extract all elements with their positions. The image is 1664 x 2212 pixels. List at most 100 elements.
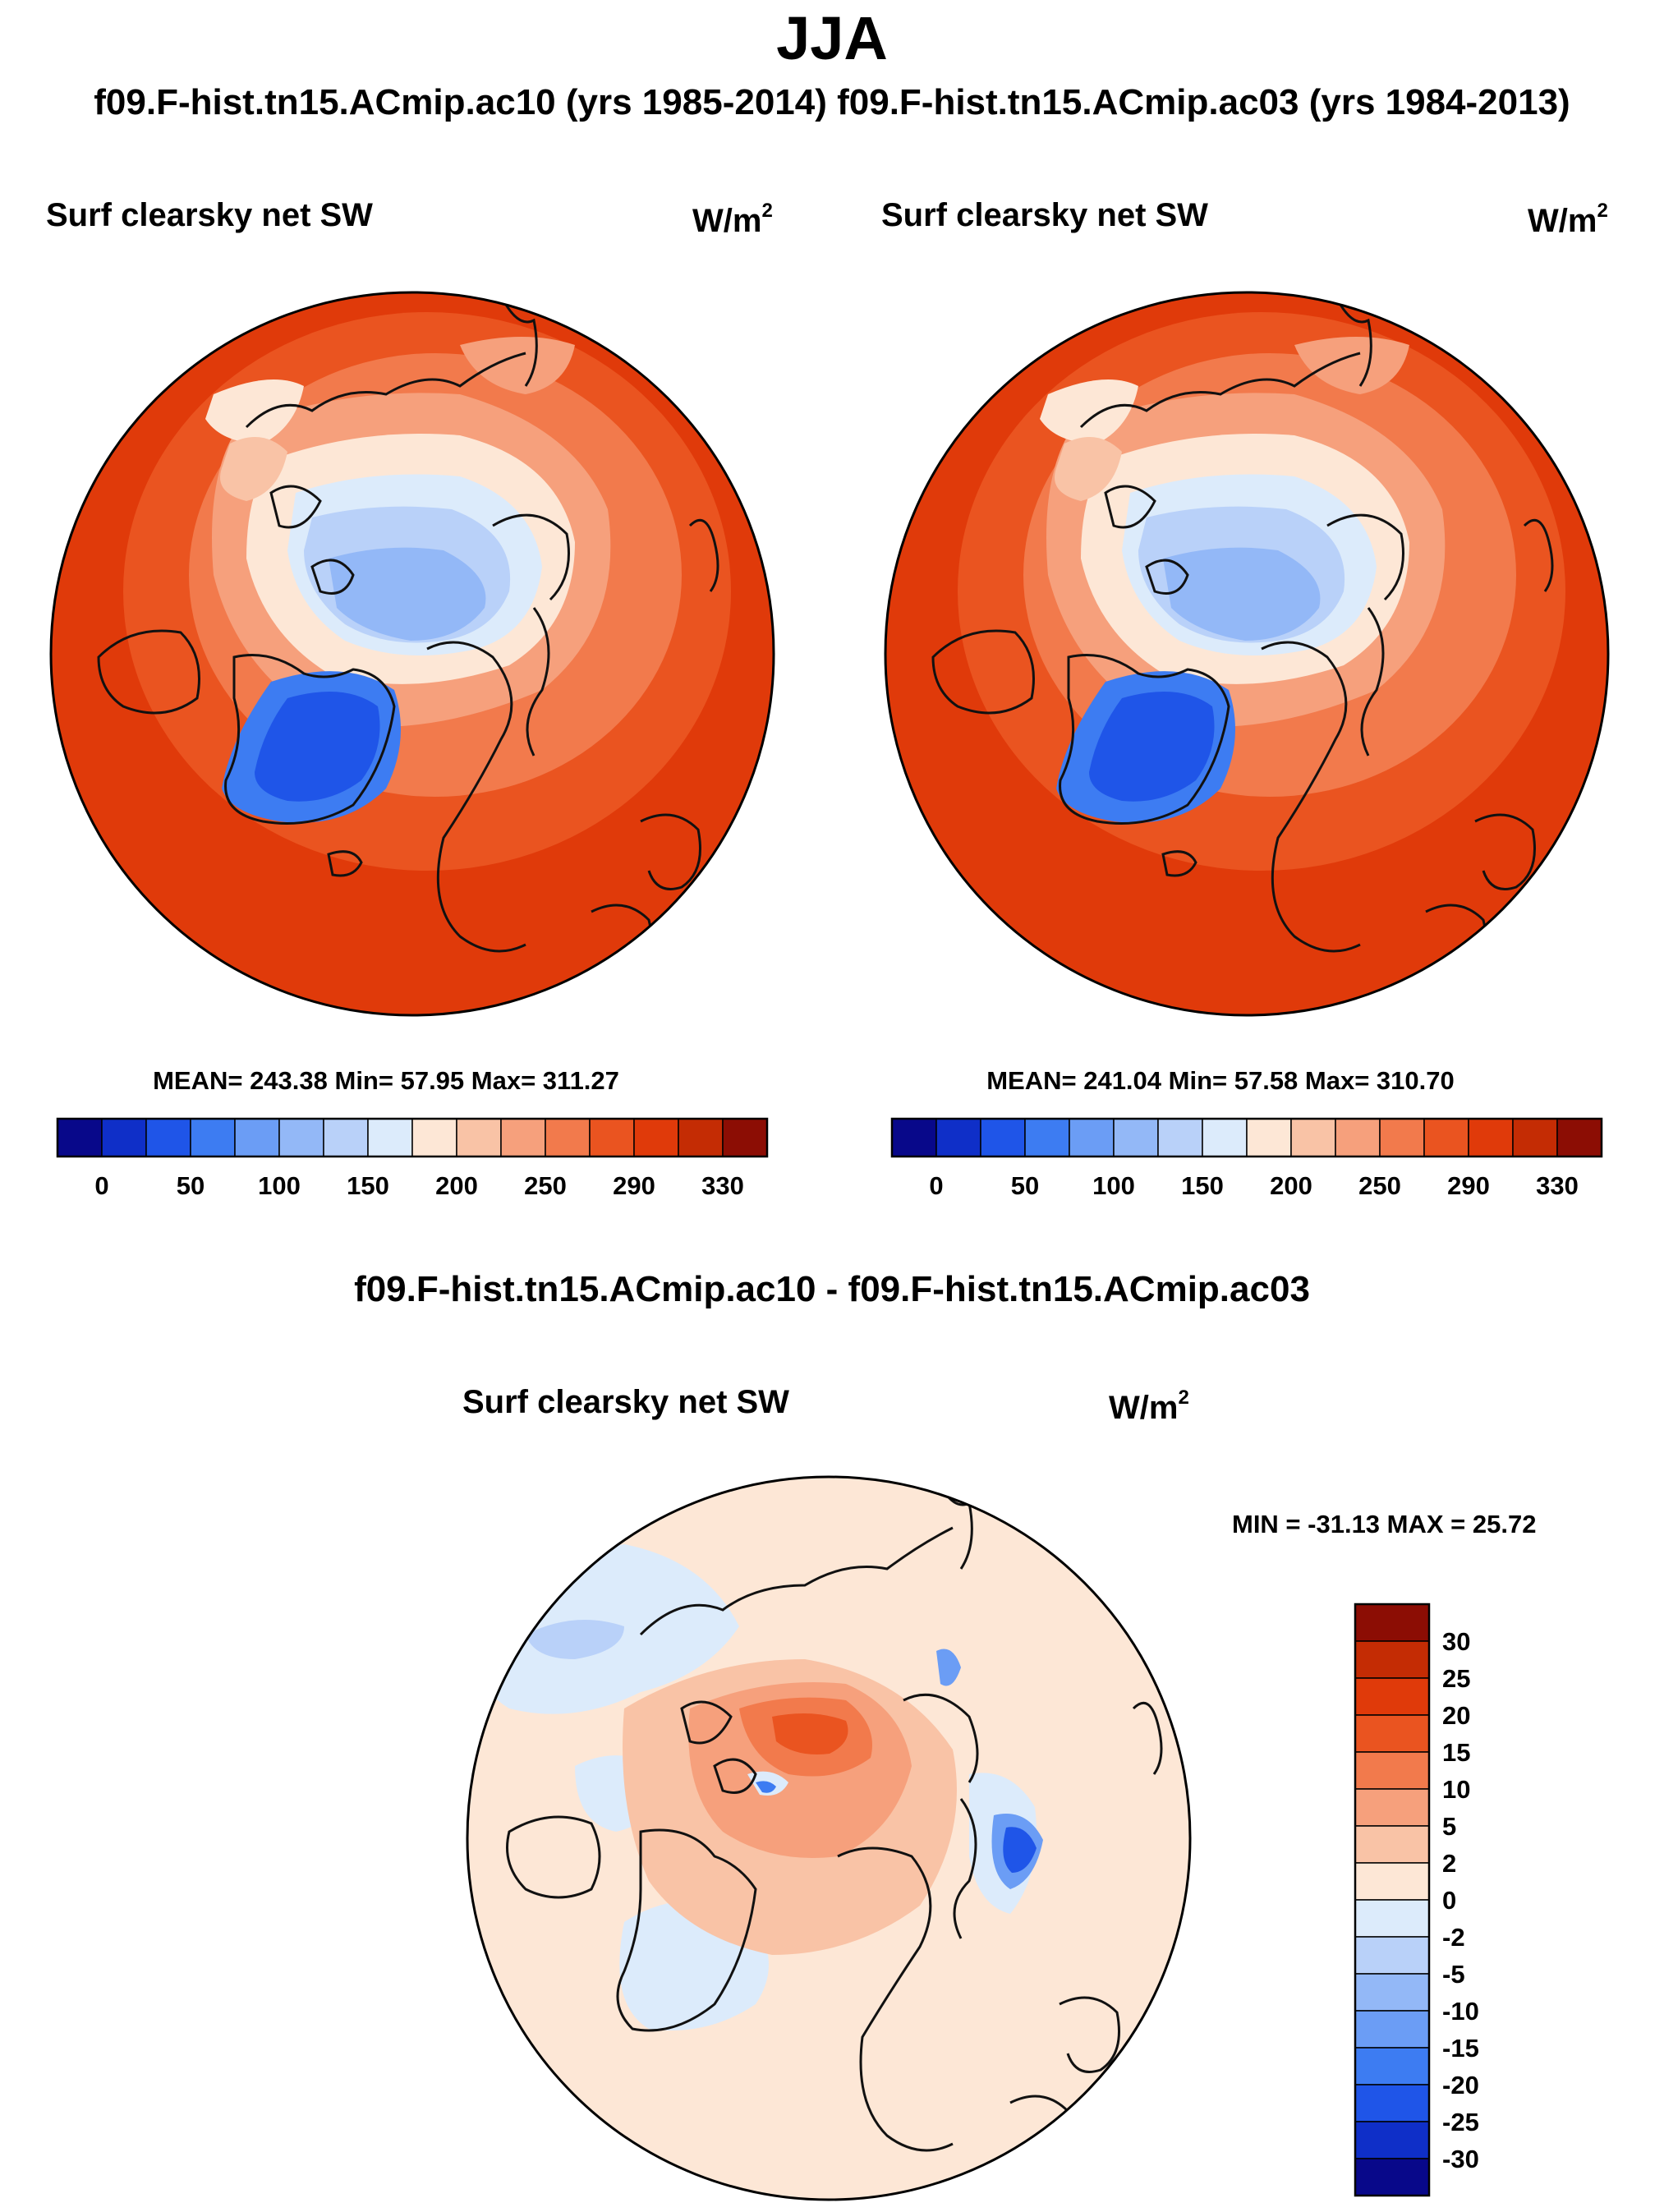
difference-colorbar-tick-label: 25 bbox=[1442, 1664, 1470, 1693]
panel-1-colorbar-tick-label: 330 bbox=[701, 1171, 744, 1200]
panel-1-colorbar-swatch bbox=[411, 1118, 457, 1157]
difference-colorbar-tick-label: 5 bbox=[1442, 1812, 1456, 1841]
panel-2-colorbar-swatch bbox=[1556, 1118, 1602, 1157]
panel-1-stats: MEAN= 243.38 Min= 57.95 Max= 311.27 bbox=[153, 1066, 619, 1095]
difference-subtitle: Surf clearsky net SW bbox=[462, 1384, 789, 1420]
difference-colorbar-tick-label: -2 bbox=[1442, 1923, 1465, 1952]
difference-colorbar-swatch bbox=[1354, 1677, 1430, 1716]
panel-2-colorbar-swatch bbox=[1024, 1118, 1070, 1157]
difference-colorbar-swatch bbox=[1354, 2121, 1430, 2159]
difference-colorbar-swatch bbox=[1354, 2047, 1430, 2086]
panel-2-colorbar-tick-label: 50 bbox=[1011, 1171, 1039, 1200]
difference-colorbar-swatch bbox=[1354, 2084, 1430, 2122]
difference-colorbar-swatch bbox=[1354, 1788, 1430, 1827]
difference-colorbar-swatch bbox=[1354, 1640, 1430, 1679]
difference-units: W/m2 bbox=[1109, 1387, 1189, 1426]
panel-2-colorbar-swatch bbox=[1512, 1118, 1558, 1157]
difference-colorbar-swatch bbox=[1354, 2158, 1430, 2196]
difference-colorbar-swatch bbox=[1354, 1751, 1430, 1790]
figure-title: JJA bbox=[776, 4, 888, 72]
panel-2-colorbar-swatch bbox=[1335, 1118, 1381, 1157]
panel-1-colorbar-swatch bbox=[722, 1118, 768, 1157]
difference-colorbar-tick-label: 15 bbox=[1442, 1738, 1470, 1767]
difference-colorbar-tick-label: 0 bbox=[1442, 1886, 1456, 1915]
difference-colorbar-swatch bbox=[1354, 1936, 1430, 1975]
panel-1-colorbar-tick-label: 50 bbox=[177, 1171, 205, 1200]
panel-1-map-border bbox=[49, 291, 775, 1017]
panel-2-colorbar-swatch bbox=[1423, 1118, 1469, 1157]
panel-2-colorbar-tick-label: 150 bbox=[1181, 1171, 1224, 1200]
panel-1-map bbox=[51, 292, 774, 1015]
panel-1-colorbar-tick-label: 290 bbox=[613, 1171, 655, 1200]
difference-colorbar-frame bbox=[1354, 1603, 1431, 2197]
panel-2-colorbar: 0 50 100 150 200 250 290 330 bbox=[890, 1117, 1603, 1200]
difference-colorbar-tick-label: -30 bbox=[1442, 2145, 1479, 2173]
panel-2-stats: MEAN= 241.04 Min= 57.58 Max= 310.70 bbox=[986, 1066, 1455, 1095]
panel-2-colorbar-swatch bbox=[1468, 1118, 1514, 1157]
panel-1-title: Surf clearsky net SW bbox=[46, 197, 373, 233]
panel-2-colorbar-swatch bbox=[1246, 1118, 1292, 1157]
panel-2-colorbar-tick-label: 0 bbox=[929, 1171, 943, 1200]
panel-2-colorbar-swatch bbox=[891, 1118, 937, 1157]
panel-2-colorbar-swatch bbox=[1202, 1118, 1248, 1157]
difference-colorbar-tick-label: 30 bbox=[1442, 1627, 1470, 1656]
panel-2-colorbar-tick-label: 250 bbox=[1358, 1171, 1401, 1200]
panel-1-colorbar-swatch bbox=[456, 1118, 502, 1157]
panel-1-colorbar-swatch bbox=[101, 1118, 147, 1157]
panel-2-colorbar-frame bbox=[890, 1117, 1603, 1158]
panel-1-colorbar-swatch bbox=[190, 1118, 236, 1157]
difference-colorbar-swatch bbox=[1354, 1714, 1430, 1753]
difference-colorbar-swatch bbox=[1354, 1825, 1430, 1864]
difference-map-border bbox=[466, 1475, 1192, 2201]
difference-colorbar-tick-label: -20 bbox=[1442, 2071, 1479, 2099]
difference-colorbar-tick-label: -25 bbox=[1442, 2108, 1479, 2136]
panel-1-colorbar-swatch bbox=[57, 1118, 103, 1157]
panel-1-colorbar-swatch bbox=[633, 1118, 679, 1157]
panel-2-map-border bbox=[884, 291, 1610, 1017]
panel-2-colorbar-swatch bbox=[1290, 1118, 1336, 1157]
difference-map bbox=[467, 1477, 1190, 2200]
panel-1-colorbar-tick-label: 0 bbox=[94, 1171, 108, 1200]
panel-2-colorbar-tick-label: 100 bbox=[1092, 1171, 1135, 1200]
panel-2-colorbar-swatch bbox=[1069, 1118, 1115, 1157]
panel-2-colorbar-swatch bbox=[1113, 1118, 1159, 1157]
panel-2-colorbar-swatch bbox=[1379, 1118, 1425, 1157]
difference-colorbar-tick-label: 10 bbox=[1442, 1775, 1470, 1804]
panel-1-colorbar: 0 50 100 150 200 250 290 330 bbox=[56, 1117, 769, 1200]
difference-colorbar-tick-label: -15 bbox=[1442, 2034, 1479, 2063]
difference-colorbar-swatch bbox=[1354, 1862, 1430, 1901]
panel-2-colorbar-swatch bbox=[1157, 1118, 1203, 1157]
difference-colorbar-tick-label: -10 bbox=[1442, 1997, 1479, 2026]
panel-2-map bbox=[885, 292, 1608, 1015]
panel-1-colorbar-tick-label: 200 bbox=[435, 1171, 478, 1200]
difference-colorbar-tick-label: -5 bbox=[1442, 1960, 1465, 1989]
difference-colorbar-tick-label: 2 bbox=[1442, 1849, 1456, 1878]
panel-2-colorbar-swatch bbox=[935, 1118, 981, 1157]
panel-2-colorbar-tick-label: 290 bbox=[1447, 1171, 1490, 1200]
panel-1-colorbar-swatch bbox=[234, 1118, 280, 1157]
panel-1-colorbar-tick-label: 150 bbox=[347, 1171, 389, 1200]
panel-1-colorbar-swatch bbox=[678, 1118, 724, 1157]
difference-colorbar-swatch bbox=[1354, 1603, 1430, 1642]
panel-1-colorbar-swatch bbox=[367, 1118, 413, 1157]
panel-1-colorbar-tick-label: 100 bbox=[258, 1171, 301, 1200]
panel-1-colorbar-swatch bbox=[545, 1118, 591, 1157]
panel-1-colorbar-swatch bbox=[323, 1118, 369, 1157]
panel-1-colorbar-swatch bbox=[589, 1118, 635, 1157]
difference-minmax: MIN = -31.13 MAX = 25.72 bbox=[1232, 1510, 1537, 1538]
panel-2-colorbar-swatch bbox=[980, 1118, 1026, 1157]
difference-colorbar-swatch bbox=[1354, 1899, 1430, 1938]
run-header: f09.F-hist.tn15.ACmip.ac10 (yrs 1985-201… bbox=[94, 82, 1570, 122]
panel-2-title: Surf clearsky net SW bbox=[881, 197, 1208, 233]
difference-colorbar-tick-label: 20 bbox=[1442, 1701, 1470, 1730]
panel-1-colorbar-tick-label: 250 bbox=[524, 1171, 567, 1200]
panel-1-units: W/m2 bbox=[692, 200, 773, 239]
panel-1-colorbar-swatch bbox=[278, 1118, 324, 1157]
difference-colorbar-swatch bbox=[1354, 1973, 1430, 2012]
panel-1-colorbar-swatch bbox=[500, 1118, 546, 1157]
panel-1-colorbar-swatch bbox=[145, 1118, 191, 1157]
difference-title: f09.F-hist.tn15.ACmip.ac10 - f09.F-hist.… bbox=[354, 1269, 1310, 1309]
panel-2-colorbar-tick-label: 200 bbox=[1270, 1171, 1312, 1200]
